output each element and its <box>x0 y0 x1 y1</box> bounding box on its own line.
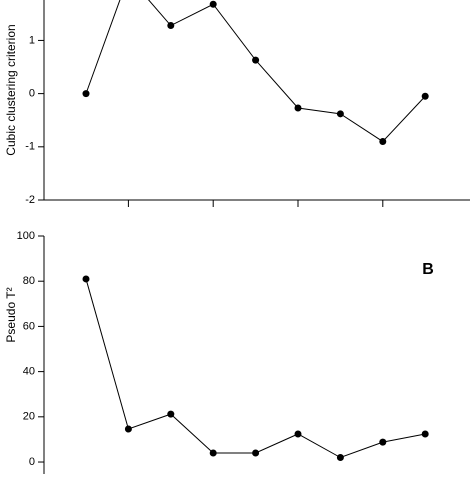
y-tick-label: 80 <box>23 275 35 287</box>
point <box>252 56 260 64</box>
point <box>294 104 302 112</box>
point <box>252 449 260 457</box>
point <box>209 0 217 8</box>
y-tick-label: 20 <box>23 411 35 423</box>
y-tick-label: -1 <box>25 141 35 153</box>
point <box>379 438 387 446</box>
line <box>85 0 426 143</box>
plot <box>82 0 429 145</box>
y-axis-label: Cubic clustering criterion <box>4 24 18 155</box>
point <box>336 454 344 462</box>
y-tick-label: 1 <box>29 34 35 46</box>
y-tick-label: 60 <box>23 320 35 332</box>
point <box>336 110 344 118</box>
point <box>167 410 175 418</box>
y-axis-label: Pseudo T² <box>4 287 18 342</box>
point <box>82 275 90 283</box>
plot <box>82 275 429 462</box>
y-tick-label: 100 <box>17 230 35 242</box>
y-tick-label: 0 <box>29 456 35 468</box>
annotation: B <box>422 261 434 278</box>
point <box>82 90 90 98</box>
point <box>379 137 387 145</box>
point <box>124 425 132 433</box>
point <box>209 449 217 457</box>
point <box>421 92 429 100</box>
point <box>167 22 175 30</box>
point <box>421 430 429 438</box>
line <box>85 278 426 459</box>
point <box>294 430 302 438</box>
y-tick-label: -2 <box>25 194 35 206</box>
y-tick-label: 0 <box>29 88 35 100</box>
y-tick-label: 40 <box>23 366 35 378</box>
